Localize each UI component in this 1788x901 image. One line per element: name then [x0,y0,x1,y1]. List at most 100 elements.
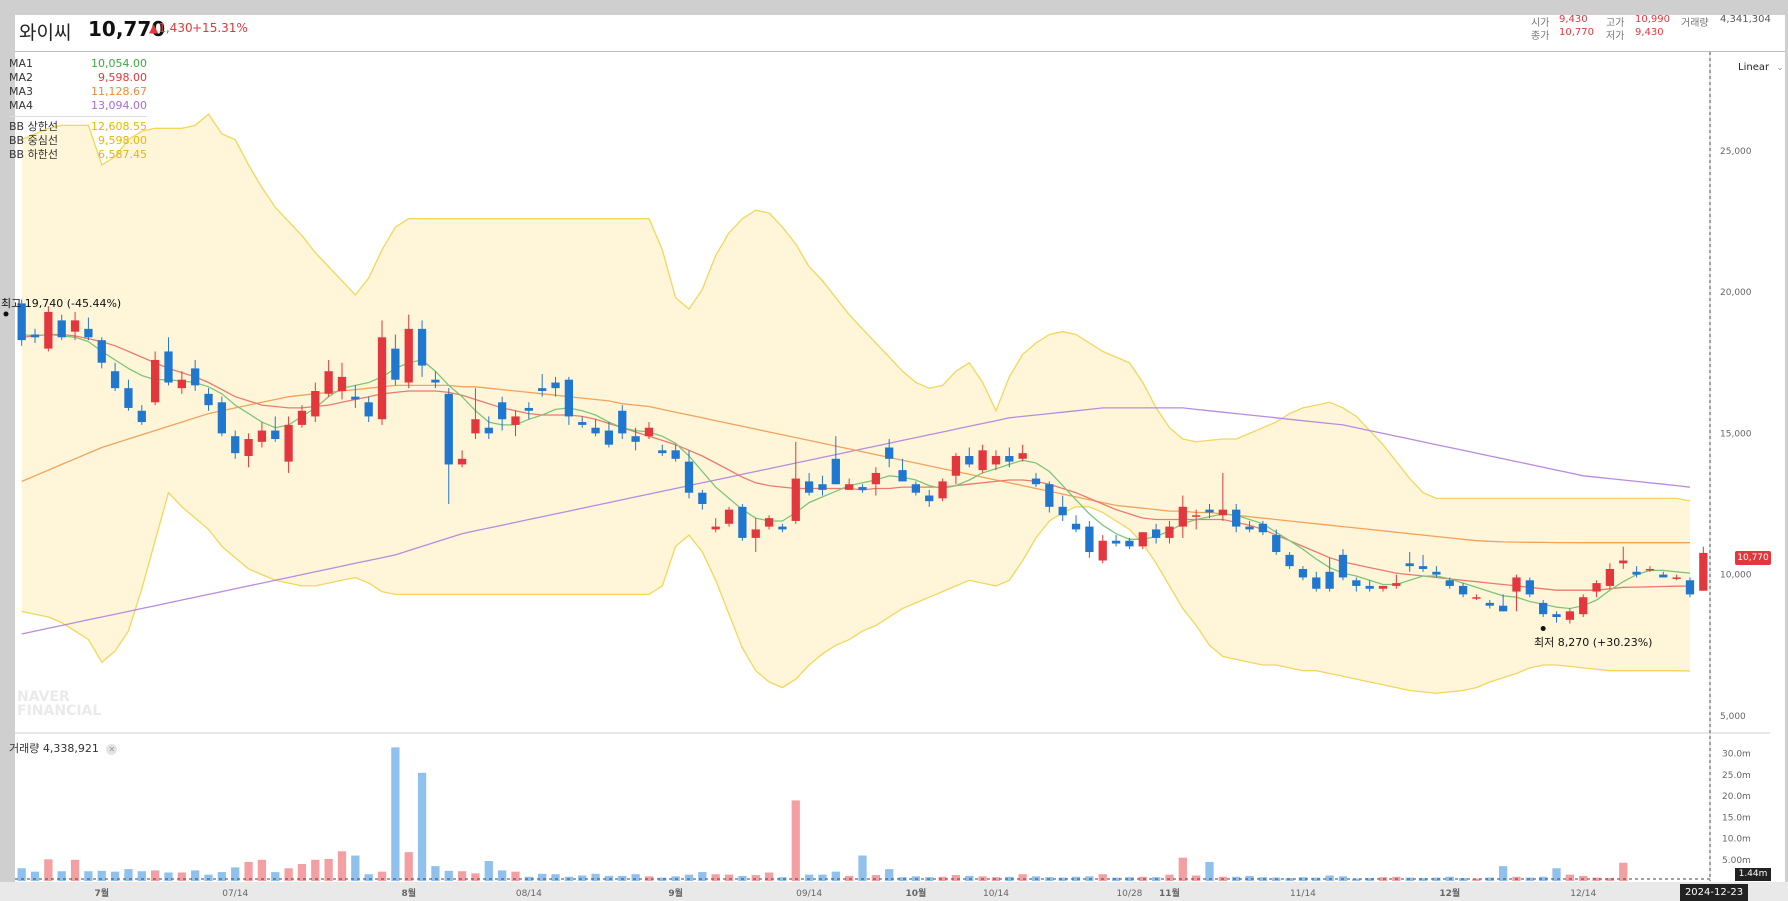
candle[interactable] [1432,566,1441,578]
candle[interactable] [1392,574,1401,589]
candle[interactable] [244,433,253,468]
candle[interactable] [1151,523,1161,544]
candle[interactable] [551,376,560,397]
candle[interactable] [444,388,453,504]
candle[interactable] [457,450,467,468]
candle[interactable] [925,489,934,507]
candle[interactable] [271,416,280,442]
candle[interactable] [1512,574,1521,612]
candle[interactable] [337,362,347,400]
candle[interactable] [1458,583,1468,598]
candle[interactable] [257,422,267,448]
candle[interactable] [70,311,80,341]
candle[interactable] [1645,566,1655,572]
candle[interactable] [1418,554,1428,572]
candle[interactable] [1111,535,1121,547]
candle[interactable] [671,444,680,462]
candle[interactable] [1672,574,1681,581]
candle[interactable] [885,439,894,468]
candle[interactable] [1098,535,1107,564]
candle[interactable] [1298,566,1308,581]
candle[interactable] [1565,608,1574,624]
candle[interactable] [564,376,574,425]
candle[interactable] [951,453,961,485]
candle[interactable] [364,396,373,423]
candle[interactable] [191,359,200,391]
candle[interactable] [1192,509,1201,530]
candle[interactable] [84,317,93,341]
candle[interactable] [1232,504,1241,533]
candle[interactable] [1378,585,1388,592]
candle[interactable] [1285,552,1294,569]
candle[interactable] [1138,532,1147,550]
candle[interactable] [524,402,533,420]
candle[interactable] [898,458,907,482]
candle[interactable] [204,388,213,411]
candle[interactable] [965,447,974,468]
candle[interactable] [1045,481,1054,513]
candle[interactable] [1312,571,1321,592]
candle[interactable] [698,489,707,510]
candle[interactable] [1258,520,1268,536]
candle[interactable] [578,416,587,428]
candle[interactable] [1605,563,1615,589]
candle[interactable] [751,518,760,553]
candle[interactable] [1352,577,1361,592]
candle[interactable] [644,422,654,440]
candle[interactable] [1525,577,1534,598]
candle[interactable] [498,396,507,431]
candle[interactable] [711,518,720,533]
candle[interactable] [1685,577,1695,598]
candle[interactable] [1405,552,1414,572]
candle[interactable] [1485,600,1494,609]
candle[interactable] [1592,580,1601,598]
candles[interactable] [17,299,1708,624]
candle[interactable] [1031,472,1041,488]
candle[interactable] [1085,520,1094,558]
candle[interactable] [938,478,947,502]
candle[interactable] [1272,529,1281,555]
candle[interactable] [110,362,120,391]
candle[interactable] [845,478,854,490]
candle[interactable] [177,371,186,394]
candle[interactable] [618,405,627,440]
candle[interactable] [738,504,747,541]
candle[interactable] [684,450,694,499]
candle[interactable] [1632,566,1641,578]
candle[interactable] [831,436,840,485]
candle[interactable] [137,405,146,425]
candle[interactable] [297,405,307,428]
candle[interactable] [1005,447,1014,468]
candle[interactable] [724,506,734,527]
candle[interactable] [978,444,987,473]
candle[interactable] [124,379,133,411]
candle[interactable] [431,371,440,389]
candle[interactable] [1699,546,1708,591]
candle[interactable] [1472,594,1481,601]
candle[interactable] [471,388,480,440]
candle[interactable] [30,328,40,343]
candle[interactable] [804,472,814,496]
candle[interactable] [217,396,227,437]
candle[interactable] [764,515,774,530]
candle[interactable] [791,441,800,524]
candle[interactable] [1058,495,1067,521]
candle[interactable] [604,422,614,448]
candle[interactable] [231,430,240,459]
candle[interactable] [1365,580,1374,592]
candle[interactable] [324,359,333,397]
candle[interactable] [284,416,293,473]
candle[interactable] [311,382,320,423]
candle[interactable] [1245,520,1254,533]
candle[interactable] [1619,546,1628,569]
candle[interactable] [911,481,921,496]
candle[interactable] [1218,472,1227,521]
candle[interactable] [404,314,413,389]
candle[interactable] [1071,515,1081,533]
candle[interactable] [1659,571,1668,578]
candle[interactable] [1338,549,1348,581]
candle[interactable] [417,320,427,377]
candle[interactable] [1552,611,1561,623]
candle[interactable] [1125,537,1134,550]
